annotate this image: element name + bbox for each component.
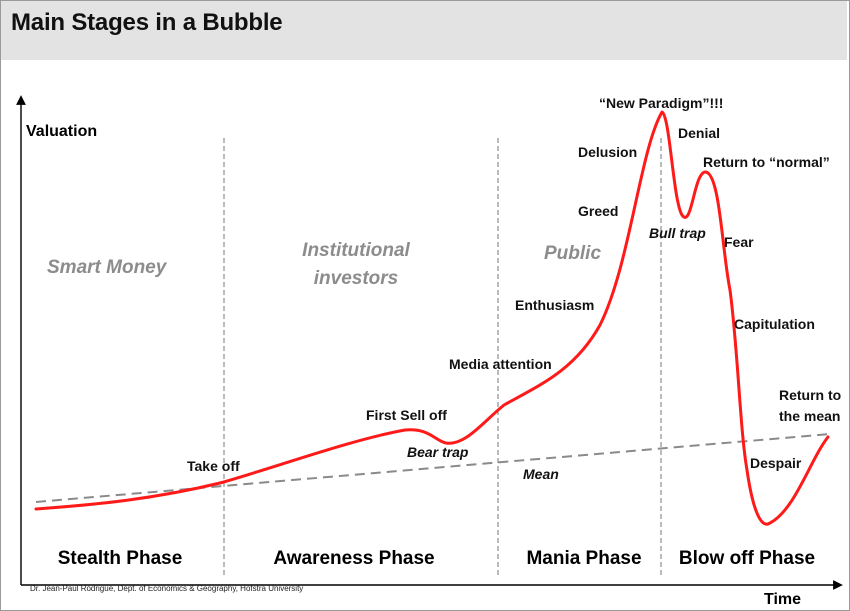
label-new-paradigm: “New Paradigm”!!! [599,95,723,111]
label-return-to-mean-line1: Return to [779,387,841,403]
label-despair: Despair [750,455,802,471]
y-axis-label: Valuation [26,123,97,140]
label-first-sell-off: First Sell off [366,407,447,423]
valuation-curve [34,110,830,526]
label-enthusiasm: Enthusiasm [515,297,594,313]
label-return-to-normal: Return to “normal” [703,154,830,170]
label-bull-trap: Bull trap [649,225,706,241]
label-denial: Denial [678,125,720,141]
phase-blow-off: Blow off Phase [679,548,815,569]
label-return-to-mean-line2: the mean [779,408,840,424]
x-axis-label: Time [764,591,801,608]
participant-smart-money: Smart Money [47,257,168,278]
label-mean: Mean [523,466,559,482]
phase-stealth: Stealth Phase [58,548,183,569]
label-greed: Greed [578,203,618,219]
label-fear: Fear [724,234,754,250]
label-capitulation: Capitulation [734,316,815,332]
source-credit: Dr. Jean-Paul Rodrigue, Dept. of Economi… [30,584,303,593]
phase-mania: Mania Phase [526,548,641,569]
label-delusion: Delusion [578,144,637,160]
mean-line [35,433,831,503]
label-take-off: Take off [187,458,240,474]
chart-title: Main Stages in a Bubble [11,9,283,36]
participant-institutional-line1: Institutional [302,240,410,261]
label-media-attention: Media attention [449,356,552,372]
phase-awareness: Awareness Phase [273,548,434,569]
label-bear-trap: Bear trap [407,444,469,460]
participant-institutional-line2: investors [314,268,398,289]
participant-public: Public [544,243,601,264]
title-bar: Main Stages in a Bubble [1,1,847,60]
